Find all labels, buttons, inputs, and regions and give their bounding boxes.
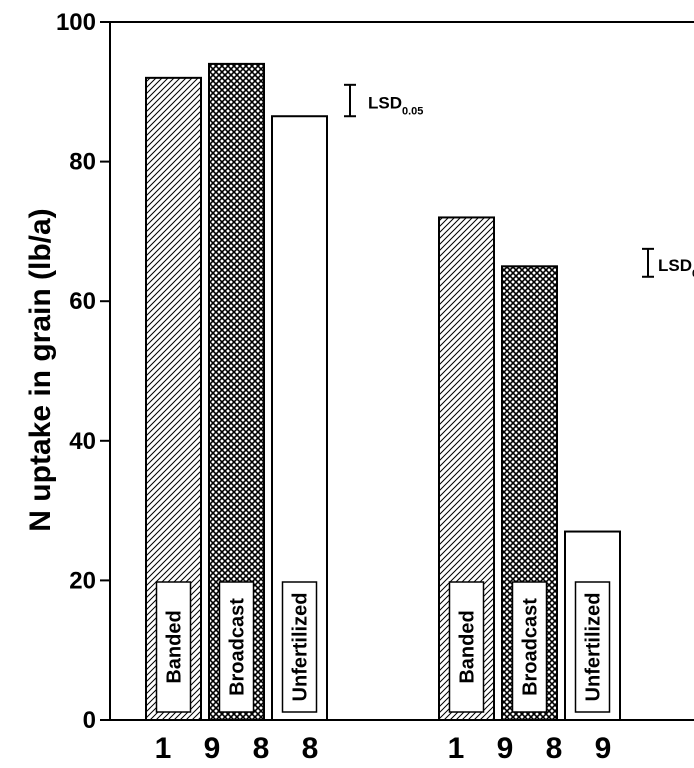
bar-label: Banded [164,610,186,683]
y-ticks: 0 20 40 60 80 100 [56,9,110,734]
lsd-label: LSD0.05 [368,94,423,118]
bar-label-box [574,581,611,713]
lsd-bar: LSD0.05 [344,83,423,118]
bar-label: Unfertilized [290,593,312,702]
y-tick-label: 100 [56,9,96,36]
bar-label-box [281,581,318,713]
group-label: 1 9 8 8 [155,732,331,765]
group-label: 1 9 8 9 [448,732,624,765]
y-tick-label: 80 [69,149,96,176]
y-tick-label: 60 [69,288,96,315]
lsd-bar: LSD0.05 [642,247,694,280]
bar-group: Banded Broadcast Unfertilized LSD0.05 1 9 8 … [145,62,423,765]
y-tick-label: 0 [83,707,96,734]
bar-label-box [155,581,192,713]
y-axis-label: N uptake in grain (lb/a) [24,208,57,531]
bar-label-box [511,581,548,713]
y-tick-label: 40 [69,428,96,455]
lsd-label: LSD0.05 [658,256,694,280]
bar-label: Unfertilized [583,593,605,702]
bar-groups: Banded Broadcast Unfertilized LSD0.05 1 9 8 … [145,62,694,765]
bar-group: Banded Broadcast Unfertilized LSD0.05 1 9 8 … [438,216,694,765]
bar-label-box [448,581,485,713]
y-tick-label: 20 [69,567,96,594]
bar-label: Broadcast [227,598,249,696]
bar-label: Banded [457,610,479,683]
bar-label: Broadcast [520,598,542,696]
bar-label-box [218,581,255,713]
